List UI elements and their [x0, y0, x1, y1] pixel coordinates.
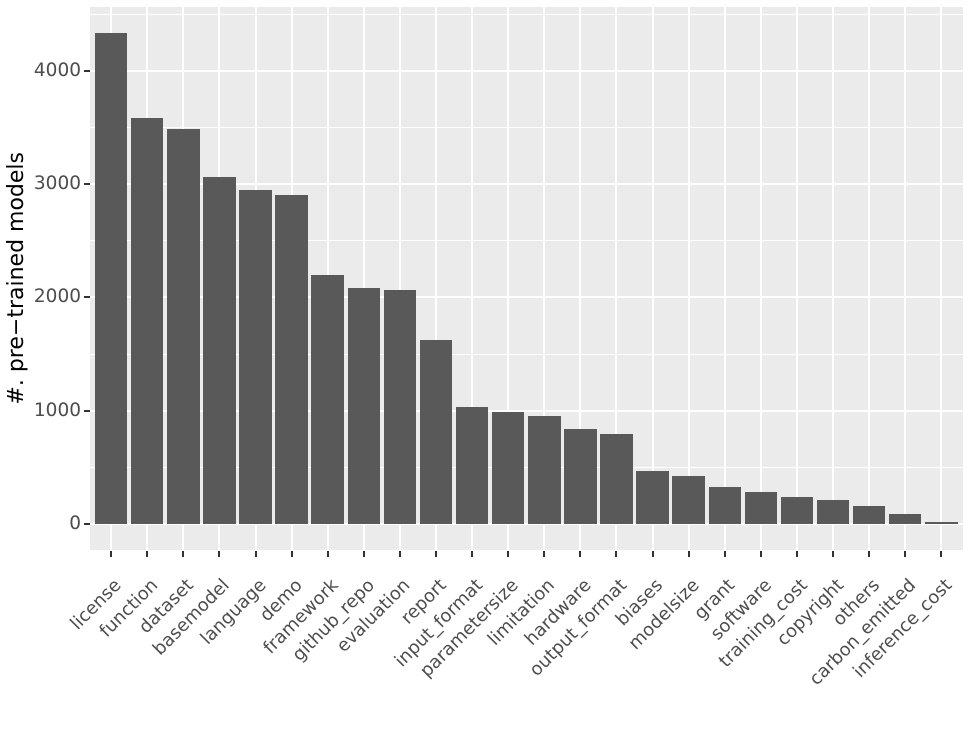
gridline-vertical [651, 7, 654, 550]
bar-basemodel [203, 177, 236, 524]
y-tick-mark [84, 296, 90, 299]
gridline-major [89, 409, 963, 412]
bar-language [239, 189, 272, 524]
gridline-vertical [435, 7, 437, 550]
bar-github_repo [347, 288, 381, 524]
gridline-vertical [398, 7, 401, 550]
bar-grant [708, 487, 741, 524]
x-tick-mark [832, 551, 835, 557]
gridline-minor [89, 466, 963, 468]
x-tick-mark [579, 551, 582, 557]
x-tick-mark [543, 551, 546, 557]
x-tick-mark [759, 551, 762, 557]
gridline-vertical [507, 7, 510, 550]
x-tick-mark [290, 551, 293, 557]
bar-dataset [167, 128, 200, 524]
y-tick-mark [84, 183, 90, 186]
x-tick-mark [687, 551, 690, 557]
bar-hardware [564, 429, 597, 524]
gridline-vertical [687, 7, 690, 550]
x-tick-mark [254, 551, 257, 557]
gridline-vertical [868, 7, 871, 550]
bar-limitation [528, 415, 561, 524]
x-tick-mark [940, 551, 943, 557]
y-tick-label: 0 [69, 513, 81, 534]
x-tick-mark [904, 551, 907, 557]
bar-output_format [600, 434, 633, 524]
plot-panel [89, 7, 963, 550]
x-tick-mark [868, 551, 871, 557]
bar-evaluation [383, 290, 417, 524]
bar-copyright [816, 500, 850, 524]
gridline-vertical [543, 7, 546, 550]
gridline-vertical [795, 7, 798, 550]
gridline-vertical [904, 7, 907, 550]
y-axis-title: #. pre−trained models [3, 152, 29, 405]
gridline-vertical [832, 7, 835, 550]
y-tick-mark [84, 409, 90, 412]
gridline-vertical [362, 7, 365, 550]
x-tick-mark [146, 551, 149, 557]
y-axis-title-box: #. pre−trained models [2, 7, 30, 550]
x-tick-mark [507, 551, 510, 557]
bar-report [419, 340, 453, 524]
gridline-vertical [471, 7, 474, 550]
x-tick-mark [218, 551, 221, 557]
gridline-minor [89, 126, 963, 128]
gridline-vertical [723, 7, 726, 550]
x-tick-mark [651, 551, 654, 557]
x-tick-mark [435, 551, 437, 557]
x-tick-mark [471, 551, 474, 557]
bar-modelsize [672, 476, 705, 524]
bar-demo [275, 195, 308, 524]
bar-inference_cost [925, 521, 958, 524]
bar-others [852, 506, 886, 524]
y-tick-mark [84, 69, 90, 72]
x-tick-mark [398, 551, 401, 557]
x-tick-mark [326, 551, 329, 557]
gridline-major [89, 296, 963, 299]
bar-biases [636, 470, 669, 524]
x-tick-mark [723, 551, 726, 557]
x-label-wrap: inference_cost [0, 570, 956, 682]
gridline-minor [89, 353, 963, 355]
y-tick-label: 4000 [33, 59, 81, 81]
x-tick-mark [795, 551, 798, 557]
gridline-minor [89, 240, 963, 242]
y-tick-mark [84, 523, 90, 525]
gridline-vertical [579, 7, 582, 550]
gridline-vertical [940, 7, 943, 550]
y-tick-label: 2000 [33, 286, 81, 308]
bar-function [131, 118, 164, 524]
bar-carbon_emitted [889, 514, 922, 524]
gridline-major [89, 69, 963, 72]
bar-framework [311, 274, 344, 524]
gridline-major [89, 183, 963, 186]
gridline-minor [89, 13, 963, 15]
gridline-vertical [615, 7, 618, 550]
bar-training_cost [780, 497, 814, 524]
bar-input_format [455, 406, 489, 524]
y-tick-label: 1000 [33, 399, 81, 421]
x-tick-mark [182, 551, 185, 557]
bar-parametersize [491, 411, 525, 524]
bar-license [94, 33, 128, 524]
bar-software [744, 492, 778, 524]
gridline-vertical [759, 7, 762, 550]
y-tick-label: 3000 [33, 173, 81, 195]
x-tick-mark [110, 551, 113, 557]
gridline-major [89, 523, 963, 525]
x-tick-mark [615, 551, 618, 557]
x-tick-mark [362, 551, 365, 557]
